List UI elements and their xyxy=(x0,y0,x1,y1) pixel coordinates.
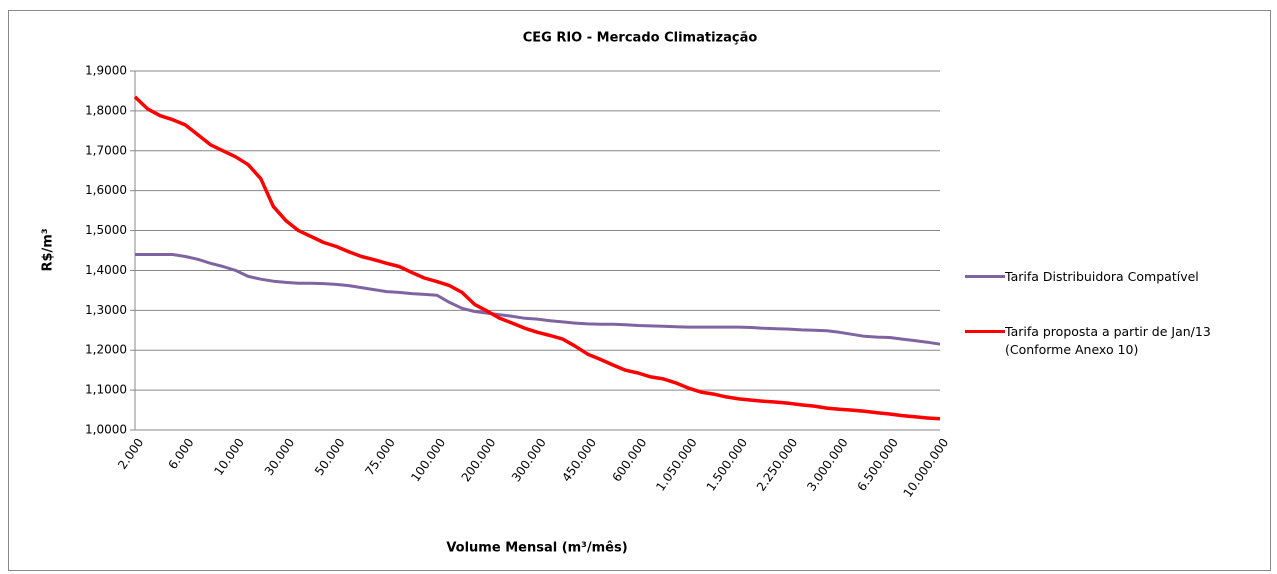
legend-swatch xyxy=(965,330,1005,333)
chart-border xyxy=(8,10,1271,571)
legend-swatch xyxy=(965,275,1005,278)
y-tick-label: 1,1000 xyxy=(85,383,127,397)
y-tick-label: 1,0000 xyxy=(85,423,127,437)
y-tick-label: 1,9000 xyxy=(85,64,127,78)
y-axis-title: R$/m³ xyxy=(41,228,56,271)
series-line xyxy=(135,253,941,346)
legend-item: Tarifa Distribuidora Compatível xyxy=(965,268,1265,286)
y-tick-label: 1,6000 xyxy=(85,183,127,197)
y-tick-label: 1,5000 xyxy=(85,223,127,237)
x-axis-title: Volume Mensal (m³/mês) xyxy=(446,541,627,556)
y-tick-label: 1,2000 xyxy=(85,343,127,357)
legend-label: Tarifa Distribuidora Compatível xyxy=(1005,269,1199,284)
y-tick-label: 1,4000 xyxy=(85,263,127,277)
y-tick-label: 1,8000 xyxy=(85,103,127,117)
chart-title: CEG RIO - Mercado Climatização xyxy=(523,31,758,46)
y-tick-label: 1,3000 xyxy=(85,303,127,317)
legend-label: Tarifa proposta a partir de Jan/13 (Conf… xyxy=(1005,324,1211,357)
series-line xyxy=(133,95,941,421)
legend-item: Tarifa proposta a partir de Jan/13 (Conf… xyxy=(965,323,1265,359)
y-tick-label: 1,7000 xyxy=(85,143,127,157)
